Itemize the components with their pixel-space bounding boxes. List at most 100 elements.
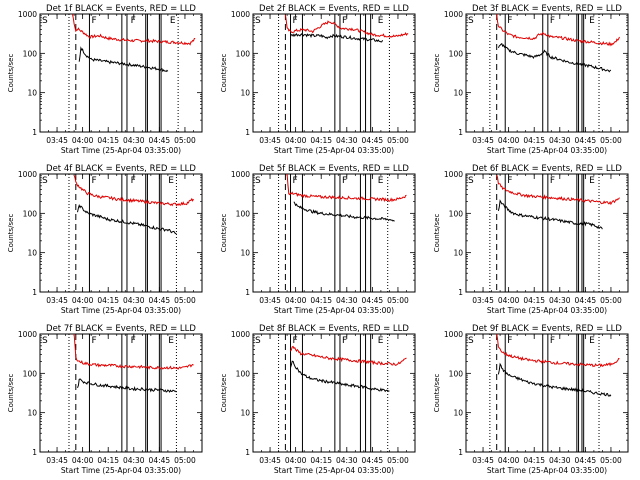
y-axis-label: Counts/sec — [7, 54, 15, 93]
x-axis-label: Start Time (25-Apr-04 03:35:00) — [61, 306, 181, 315]
x-tick-label: 04:15 — [523, 456, 545, 465]
region-label: F — [91, 336, 96, 346]
x-tick-label: 03:45 — [472, 296, 494, 305]
region-label: S — [42, 16, 48, 26]
region-label: S — [468, 16, 474, 26]
y-tick-label: 1000 — [444, 170, 463, 179]
x-tick-label: 04:30 — [549, 456, 571, 465]
x-tick-label: 05:00 — [387, 456, 409, 465]
y-axis-label: Counts/sec — [220, 54, 228, 93]
region-label: F — [550, 176, 555, 186]
y-tick-label: 100 — [449, 369, 464, 378]
x-axis-label: Start Time (25-Apr-04 03:35:00) — [274, 146, 394, 155]
x-tick-label: 03:45 — [46, 296, 68, 305]
lld-series-line — [496, 174, 620, 206]
y-tick-label: 10 — [240, 89, 250, 98]
x-tick-label: 05:00 — [174, 456, 196, 465]
x-tick-label: 04:45 — [149, 296, 171, 305]
y-axis-label: Counts/sec — [220, 374, 228, 413]
y-tick-label: 10 — [27, 249, 37, 258]
x-tick-label: 04:30 — [123, 136, 145, 145]
x-tick-label: 05:00 — [174, 296, 196, 305]
region-label: F — [342, 176, 347, 186]
y-tick-label: 1 — [32, 288, 37, 297]
x-tick-label: 04:30 — [549, 296, 571, 305]
x-tick-label: 04:45 — [362, 136, 384, 145]
chart-title: Det 1f BLACK = Events, RED = LLD — [46, 4, 196, 14]
y-tick-label: 1000 — [444, 10, 463, 19]
region-label: F — [507, 16, 512, 26]
chart-title: Det 6f BLACK = Events, RED = LLD — [472, 164, 622, 174]
y-axis-label: Counts/sec — [433, 54, 441, 93]
region-label: F — [131, 16, 136, 26]
y-tick-label: 10 — [453, 89, 463, 98]
y-tick-label: 10 — [27, 409, 37, 418]
plot-frame — [39, 13, 203, 133]
region-label: E — [589, 176, 595, 186]
x-axis-label: Start Time (25-Apr-04 03:35:00) — [487, 466, 607, 475]
y-tick-label: 1 — [458, 128, 463, 137]
region-label: F — [550, 336, 555, 346]
region-label: S — [42, 336, 48, 346]
lld-series-line — [286, 173, 407, 203]
x-tick-label: 05:00 — [387, 296, 409, 305]
x-tick-label: 04:30 — [336, 456, 358, 465]
y-tick-label: 1000 — [18, 10, 37, 19]
y-tick-label: 100 — [449, 209, 464, 218]
chart-panel: Det 5f BLACK = Events, RED = LLD 1 10 100 10… — [220, 164, 416, 315]
x-tick-label: 04:45 — [575, 456, 597, 465]
x-tick-label: 04:00 — [285, 136, 307, 145]
y-tick-label: 1 — [245, 448, 250, 457]
x-tick-label: 04:45 — [362, 456, 384, 465]
y-tick-label: 1000 — [18, 330, 37, 339]
x-tick-label: 03:45 — [46, 456, 68, 465]
region-label: F — [550, 16, 555, 26]
events-series-line — [497, 199, 603, 230]
lld-series-line — [496, 13, 620, 47]
plot-frame — [465, 333, 629, 453]
x-axis-label: Start Time (25-Apr-04 03:35:00) — [274, 306, 394, 315]
chart-title: Det 2f BLACK = Events, RED = LLD — [259, 4, 409, 14]
events-series-line — [78, 46, 169, 73]
plot-frame — [252, 13, 416, 133]
plot-frame — [252, 173, 416, 293]
plot-frame — [465, 13, 629, 133]
events-series-line — [497, 42, 612, 73]
chart-panel: Det 2f BLACK = Events, RED = LLD 1 10 100 10… — [220, 4, 416, 155]
y-tick-label: 1000 — [231, 10, 250, 19]
x-tick-label: 03:45 — [259, 136, 281, 145]
events-series-line — [290, 360, 390, 393]
y-tick-label: 1 — [32, 128, 37, 137]
y-axis-label: Counts/sec — [220, 214, 228, 253]
y-tick-label: 100 — [23, 209, 38, 218]
region-label: F — [342, 16, 347, 26]
x-tick-label: 03:45 — [472, 136, 494, 145]
y-tick-label: 10 — [240, 249, 250, 258]
y-tick-label: 100 — [449, 49, 464, 58]
lld-series-line — [496, 333, 620, 368]
x-tick-label: 05:00 — [600, 136, 622, 145]
region-label: S — [255, 336, 261, 346]
lld-series-line — [71, 13, 196, 46]
region-label: S — [255, 16, 261, 26]
region-label: E — [378, 176, 384, 186]
y-tick-label: 1 — [458, 448, 463, 457]
region-label: S — [468, 336, 474, 346]
chart-title: Det 4f BLACK = Events, RED = LLD — [46, 164, 196, 174]
x-tick-label: 05:00 — [600, 456, 622, 465]
x-tick-label: 04:00 — [285, 456, 307, 465]
chart-title: Det 7f BLACK = Events, RED = LLD — [46, 324, 196, 334]
x-axis-label: Start Time (25-Apr-04 03:35:00) — [61, 466, 181, 475]
y-tick-label: 100 — [236, 49, 251, 58]
y-tick-label: 10 — [453, 409, 463, 418]
region-label: F — [131, 336, 136, 346]
region-label: E — [378, 16, 384, 26]
region-label: F — [342, 336, 347, 346]
x-tick-label: 04:15 — [523, 136, 545, 145]
chart-title: Det 8f BLACK = Events, RED = LLD — [259, 324, 409, 334]
x-tick-label: 04:45 — [362, 296, 384, 305]
x-tick-label: 05:00 — [174, 136, 196, 145]
plot-frame — [465, 173, 629, 293]
chart-title: Det 5f BLACK = Events, RED = LLD — [259, 164, 409, 174]
